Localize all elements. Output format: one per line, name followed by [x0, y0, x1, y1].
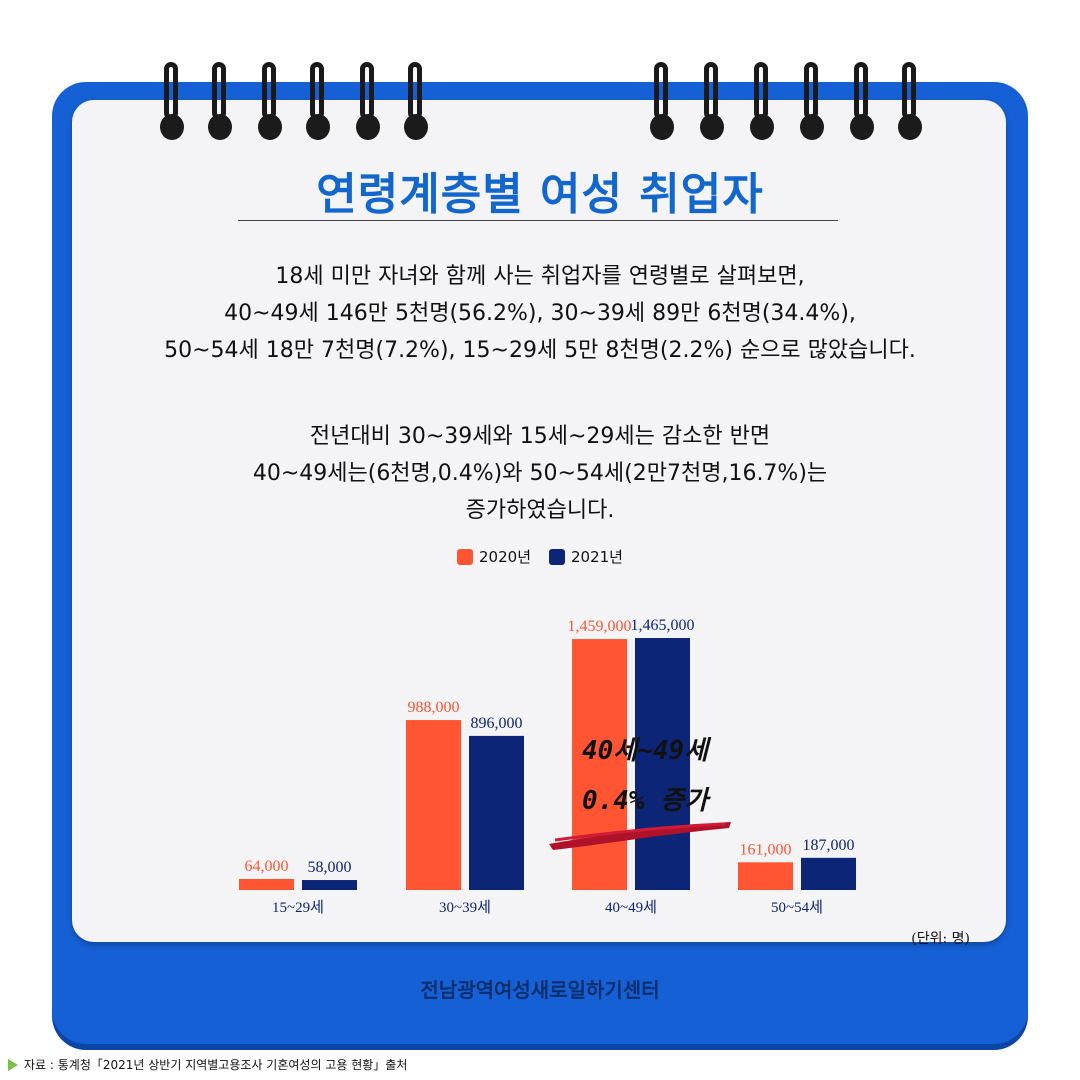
source-text: 자료 : 통계청「2021년 상반기 지역별고용조사 기혼여성의 고용 현황」출… — [24, 1058, 408, 1072]
summary-line: 40~49세 146만 5천명(56.2%), 30~39세 89만 6천명(3… — [224, 301, 856, 326]
unit-label: (단위: 명) — [911, 931, 970, 947]
bar-2021-2 — [635, 638, 690, 890]
legend-item-2021: 2021년 — [549, 546, 623, 567]
bar-2021-1 — [469, 735, 524, 890]
change-line: 전년대비 30~39세와 15세~29세는 감소한 반면 — [309, 424, 771, 449]
legend-label-2021: 2021년 — [571, 548, 623, 566]
spiral-ring — [700, 62, 724, 142]
spiral-ring — [306, 62, 330, 142]
category-label: 50~54세 — [771, 899, 823, 916]
category-label: 15~29세 — [272, 899, 324, 916]
change-line: 증가하였습니다. — [465, 498, 615, 523]
spiral-ring — [404, 62, 428, 142]
legend-label-2020: 2020년 — [479, 548, 531, 566]
data-label: 64,000 — [245, 858, 289, 875]
category-label: 40~49세 — [605, 899, 657, 916]
summary-paragraph: 18세 미만 자녀와 함께 사는 취업자를 연령별로 살펴보면, 40~49세 … — [0, 258, 1080, 369]
bar-2020-1 — [406, 720, 461, 890]
annotation-line1: 40세~49세 — [581, 736, 709, 766]
spiral-ring — [850, 62, 874, 142]
spiral-ring — [160, 62, 184, 142]
organization-name: 전남광역여성새로일하기센터 — [420, 978, 660, 1002]
spiral-ring — [800, 62, 824, 142]
data-label: 187,000 — [803, 837, 855, 854]
legend-swatch-2020 — [457, 548, 474, 565]
summary-line: 18세 미만 자녀와 함께 사는 취업자를 연령별로 살펴보면, — [275, 264, 805, 289]
spiral-ring — [356, 62, 380, 142]
spiral-ring — [898, 62, 922, 142]
title-divider — [238, 220, 838, 221]
data-label: 896,000 — [471, 715, 523, 732]
bar-2021-0 — [302, 880, 357, 890]
spiral-ring — [650, 62, 674, 142]
spiral-ring — [750, 62, 774, 142]
spiral-ring — [258, 62, 282, 142]
data-label: 1,459,000 — [568, 618, 632, 635]
source-note: 자료 : 통계청「2021년 상반기 지역별고용조사 기혼여성의 고용 현황」출… — [8, 1056, 407, 1073]
bar-chart: 64,000 58,000 15~29세 988,000 896,000 30~39세 1,… — [239, 617, 856, 916]
page-title: 연령계층별 여성 취업자 — [316, 169, 764, 220]
change-line: 40~49세는(6천명,0.4%)와 50~54세(2만7천명,16.7%)는 — [252, 461, 828, 486]
data-label: 988,000 — [408, 699, 460, 716]
bar-2021-3 — [801, 857, 856, 890]
change-paragraph: 전년대비 30~39세와 15세~29세는 감소한 반면 40~49세는(6천명… — [0, 418, 1080, 529]
legend-swatch-2021 — [549, 548, 565, 565]
annotation-line2: 0.4% 증가 — [581, 786, 709, 816]
data-label: 1,465,000 — [631, 617, 695, 634]
chart-legend: 2020년 2021년 — [0, 546, 1080, 567]
bar-2020-0 — [239, 878, 294, 890]
data-label: 58,000 — [308, 859, 352, 876]
calendar-paper — [72, 100, 1006, 942]
category-label: 30~39세 — [439, 899, 491, 916]
data-label: 161,000 — [740, 841, 792, 858]
highlight-brush-stroke — [549, 822, 731, 850]
arrow-icon — [8, 1058, 18, 1071]
bar-2020-3 — [738, 862, 793, 890]
spiral-ring — [208, 62, 232, 142]
bar-2020-2 — [572, 639, 627, 890]
legend-item-2020: 2020년 — [457, 546, 531, 567]
summary-line: 50~54세 18만 7천명(7.2%), 15~29세 5만 8천명(2.2%… — [164, 338, 916, 363]
